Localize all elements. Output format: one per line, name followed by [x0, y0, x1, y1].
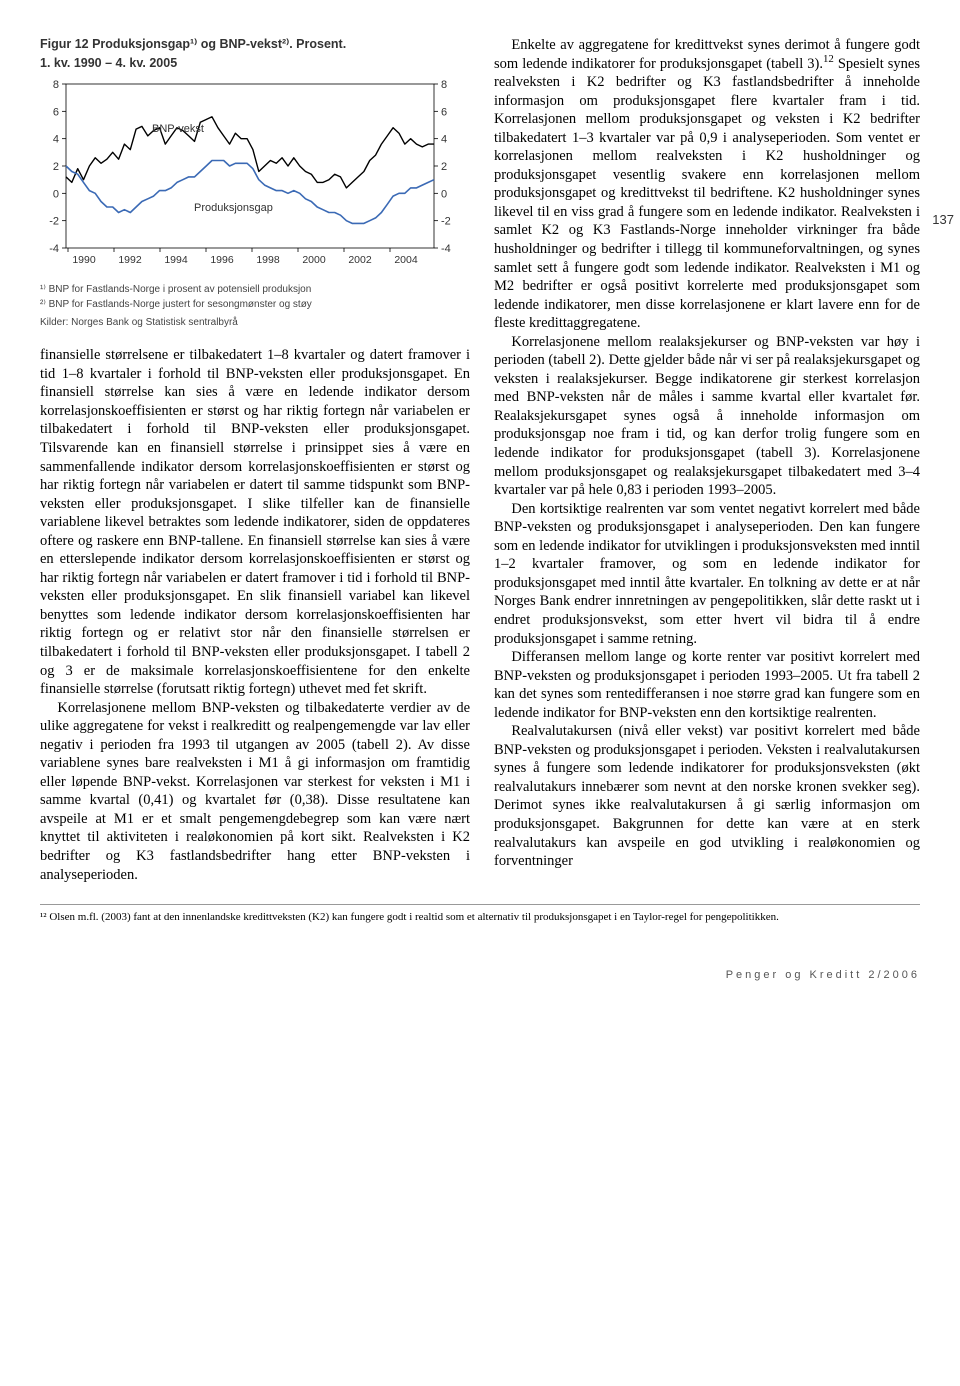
svg-text:0: 0: [441, 189, 447, 201]
right-paragraph-4: Differansen mellom lange og korte renter…: [494, 648, 920, 722]
figure-footnote-1: ¹⁾ BNP for Fastlands-Norge i prosent av …: [40, 284, 470, 297]
figure-footnote-2: ²⁾ BNP for Fastlands-Norge justert for s…: [40, 299, 470, 312]
right-p1-post: Spesielt synes realveksten i K2 bedrifte…: [494, 56, 920, 332]
svg-text:-2: -2: [49, 216, 59, 228]
page-number: 137: [932, 212, 954, 227]
right-paragraph-3: Den kortsiktige realrenten var som vente…: [494, 500, 920, 648]
svg-text:8: 8: [53, 79, 59, 91]
svg-text:1992: 1992: [118, 254, 142, 266]
svg-text:Produksjonsgap: Produksjonsgap: [194, 202, 273, 214]
svg-text:1996: 1996: [210, 254, 234, 266]
figure-chart: 8 8 6 6 4 4 2 2 0 0 -2 -2 -4 -4 1990 1992 1994 1996 1998 20…: [40, 78, 470, 278]
right-paragraph-2: Korrelasjonene mellom realaksjekurser og…: [494, 333, 920, 500]
right-paragraph-1: Enkelte av aggregatene for kredittvekst …: [494, 36, 920, 333]
right-p1-sup: 12: [823, 53, 834, 65]
left-column-text: finansielle størrelsene er tilbakedatert…: [40, 346, 470, 884]
svg-text:6: 6: [441, 107, 447, 119]
svg-text:8: 8: [441, 79, 447, 91]
journal-footer: Penger og Kreditt 2/2006: [40, 969, 920, 981]
figure-title-line2: 1. kv. 1990 – 4. kv. 2005: [40, 56, 470, 70]
right-paragraph-5: Realvalutakursen (nivå eller vekst) var …: [494, 722, 920, 870]
left-paragraph-2: Korrelasjonene mellom BNP-veksten og til…: [40, 699, 470, 884]
svg-text:2: 2: [53, 161, 59, 173]
svg-text:4: 4: [53, 134, 59, 146]
svg-text:1990: 1990: [72, 254, 96, 266]
svg-text:6: 6: [53, 107, 59, 119]
figure-title-line1: Figur 12 Produksjonsgap¹⁾ og BNP-vekst²⁾…: [40, 36, 470, 52]
svg-text:4: 4: [441, 134, 447, 146]
svg-text:1998: 1998: [256, 254, 280, 266]
svg-text:2000: 2000: [302, 254, 326, 266]
svg-text:BNP-vekst: BNP-vekst: [152, 123, 204, 135]
svg-text:2: 2: [441, 161, 447, 173]
right-column-text: Enkelte av aggregatene for kredittvekst …: [494, 36, 920, 871]
bottom-footnote: ¹² Olsen m.fl. (2003) fant at den innenl…: [40, 904, 920, 925]
svg-text:-2: -2: [441, 216, 451, 228]
svg-text:0: 0: [53, 189, 59, 201]
svg-text:1994: 1994: [164, 254, 188, 266]
line-chart-svg: 8 8 6 6 4 4 2 2 0 0 -2 -2 -4 -4 1990 1992 1994 1996 1998 20…: [40, 78, 460, 273]
svg-text:2004: 2004: [394, 254, 418, 266]
figure-source: Kilder: Norges Bank og Statistisk sentra…: [40, 317, 470, 328]
svg-text:-4: -4: [49, 243, 59, 255]
svg-text:-4: -4: [441, 243, 451, 255]
svg-text:2002: 2002: [348, 254, 372, 266]
left-paragraph-1: finansielle størrelsene er tilbakedatert…: [40, 346, 470, 698]
